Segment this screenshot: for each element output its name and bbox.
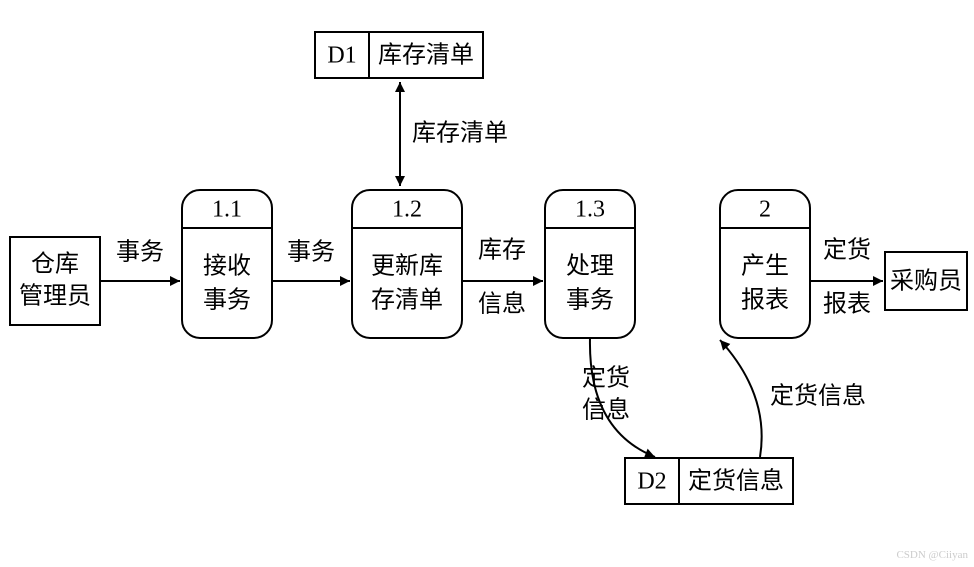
flow-label: 报表 xyxy=(823,291,871,318)
flow-label: 事务 xyxy=(287,239,335,266)
process-label: 接收 xyxy=(203,253,251,280)
process-id: 1.3 xyxy=(575,197,605,223)
process-id: 2 xyxy=(759,197,771,223)
datastore-label: 库存清单 xyxy=(378,42,474,69)
flow-f7: 定货 报表 xyxy=(810,237,883,318)
process-id: 1.1 xyxy=(212,197,242,223)
datastore-id: D2 xyxy=(637,469,666,495)
flow-f1: 事务 xyxy=(100,239,180,282)
flow-f6: 定货信息 xyxy=(720,340,866,457)
datastore-label: 定货信息 xyxy=(688,468,784,495)
flow-label: 库存清单 xyxy=(412,120,508,147)
process-label: 报表 xyxy=(741,287,789,314)
flow-label: 定货 xyxy=(823,237,871,264)
entity-purchaser: 采购员 xyxy=(885,252,967,310)
flow-label: 信息 xyxy=(478,291,526,318)
process-label: 更新库 xyxy=(371,253,443,280)
datastore-d1: D1 库存清单 xyxy=(315,32,483,78)
flow-f4: 库存清单 xyxy=(400,82,508,186)
flow-f3: 库存 信息 xyxy=(462,237,543,318)
flow-f2: 事务 xyxy=(272,239,350,282)
process-1-2: 1.2 更新库 存清单 xyxy=(352,190,462,338)
flow-label: 库存 xyxy=(478,237,526,264)
flow-label: 事务 xyxy=(116,239,164,266)
process-label: 处理 xyxy=(566,253,614,280)
entity-label: 管理员 xyxy=(19,283,91,310)
entity-label: 采购员 xyxy=(890,268,962,295)
flow-label: 定货 xyxy=(582,365,630,392)
process-label: 事务 xyxy=(203,287,251,314)
process-2: 2 产生 报表 xyxy=(720,190,810,338)
watermark-text: CSDN @Ciiyan xyxy=(896,549,968,561)
process-id: 1.2 xyxy=(392,197,422,223)
datastore-d2: D2 定货信息 xyxy=(625,458,793,504)
dfd-diagram: 仓库 管理员 采购员 1.1 接收 事务 1.2 更新库 存清单 1.3 处理 … xyxy=(0,0,974,567)
entity-label: 仓库 xyxy=(31,251,79,278)
process-label: 产生 xyxy=(741,253,789,280)
process-1-3: 1.3 处理 事务 xyxy=(545,190,635,338)
flow-label: 信息 xyxy=(582,397,630,424)
process-1-1: 1.1 接收 事务 xyxy=(182,190,272,338)
process-label: 存清单 xyxy=(371,287,443,314)
entity-warehouse-manager: 仓库 管理员 xyxy=(10,237,100,325)
datastore-id: D1 xyxy=(327,43,356,69)
process-label: 事务 xyxy=(566,287,614,314)
flow-f5: 定货 信息 xyxy=(582,338,655,457)
flow-label: 定货信息 xyxy=(770,383,866,410)
